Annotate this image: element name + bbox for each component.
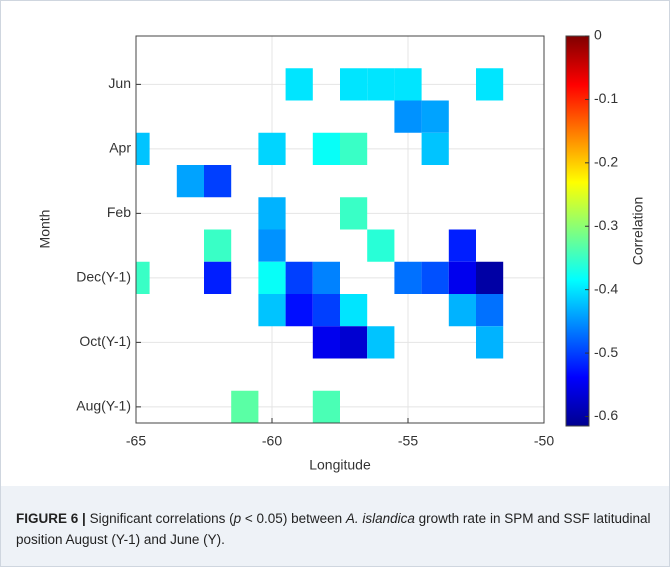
heatmap-cell <box>312 132 340 165</box>
plot-frame <box>135 35 545 424</box>
heatmap-cell <box>285 68 313 101</box>
heatmap-cell <box>285 261 313 294</box>
heatmap-cell <box>476 326 504 359</box>
y-tick-label: Dec(Y-1) <box>76 269 131 285</box>
heatmap-cell <box>448 261 476 294</box>
caption-text: growth rate in SPM and SSF latitudinal p… <box>16 511 651 547</box>
y-tick-label: Jun <box>108 75 131 91</box>
heatmap-cell <box>204 261 232 294</box>
heatmap-cell <box>258 294 286 327</box>
heatmap-cell <box>340 197 368 230</box>
heatmap-cell <box>312 261 340 294</box>
heatmap-cell <box>340 132 368 165</box>
heatmap-cell <box>258 261 286 294</box>
y-tick-label: Oct(Y-1) <box>79 333 131 349</box>
x-tick-label: -55 <box>398 433 418 449</box>
colorbar-tick-label: -0.6 <box>594 407 618 423</box>
x-tick-label: -60 <box>262 433 282 449</box>
heatmap-cell <box>340 294 368 327</box>
heatmap-cell <box>312 294 340 327</box>
heatmap-cell <box>448 294 476 327</box>
x-axis-label: Longitude <box>309 457 371 473</box>
heatmap-cell <box>340 326 368 359</box>
caption-text: A. islandica <box>345 511 415 526</box>
colorbar-tick-label: -0.1 <box>594 90 618 106</box>
heatmap-cell <box>258 197 286 230</box>
heatmap-cell <box>176 165 204 198</box>
x-tick-label: -50 <box>534 433 554 449</box>
colorbar-label: Correlation <box>630 197 646 265</box>
heatmap-cell <box>476 261 504 294</box>
heatmap-cell <box>136 261 150 294</box>
heatmap-cell <box>476 68 504 101</box>
heatmap-cell <box>367 229 395 262</box>
colorbar-tick-label: 0 <box>594 27 602 43</box>
colorbar <box>565 35 590 427</box>
heatmap-cell <box>394 100 422 133</box>
x-tick-label: -65 <box>126 433 146 449</box>
caption-text: < 0.05) between <box>241 511 346 526</box>
y-axis-label: Month <box>37 210 53 249</box>
heatmap-cell <box>367 68 395 101</box>
heatmap-cell <box>258 132 286 165</box>
heatmap-cell <box>367 326 395 359</box>
heatmap-cell <box>394 68 422 101</box>
heatmap-cell <box>231 390 259 423</box>
heatmap-cell <box>312 326 340 359</box>
colorbar-tick-label: -0.4 <box>594 280 618 296</box>
heatmap-cell <box>204 165 232 198</box>
y-tick-label: Feb <box>107 204 131 220</box>
caption: FIGURE 6 | Significant correlations (p <… <box>1 486 669 566</box>
colorbar-tick-label: -0.5 <box>594 344 618 360</box>
heatmap-cell <box>204 229 232 262</box>
heatmap-cell <box>476 294 504 327</box>
heatmap-cell <box>448 229 476 262</box>
caption-text: Significant correlations ( <box>89 511 234 526</box>
colorbar-tick-label: -0.3 <box>594 217 618 233</box>
heatmap-cell <box>136 132 150 165</box>
heatmap-cell <box>340 68 368 101</box>
figure-label: FIGURE 6 | <box>16 511 86 526</box>
heatmap-cell <box>394 261 422 294</box>
heatmap-cell <box>421 100 449 133</box>
heatmap-cell <box>312 390 340 423</box>
caption-text: p <box>233 511 242 526</box>
colorbar-tick-label: -0.2 <box>594 154 618 170</box>
heatmap-cell <box>285 294 313 327</box>
chart: Longitude Month Correlation -65 -60 -55 -50… <box>37 27 646 473</box>
heatmap-cell <box>258 229 286 262</box>
y-tick-label: Aug(Y-1) <box>76 398 131 414</box>
heatmap-cell <box>421 261 449 294</box>
y-tick-label: Apr <box>109 140 131 156</box>
heatmap-cell <box>421 132 449 165</box>
